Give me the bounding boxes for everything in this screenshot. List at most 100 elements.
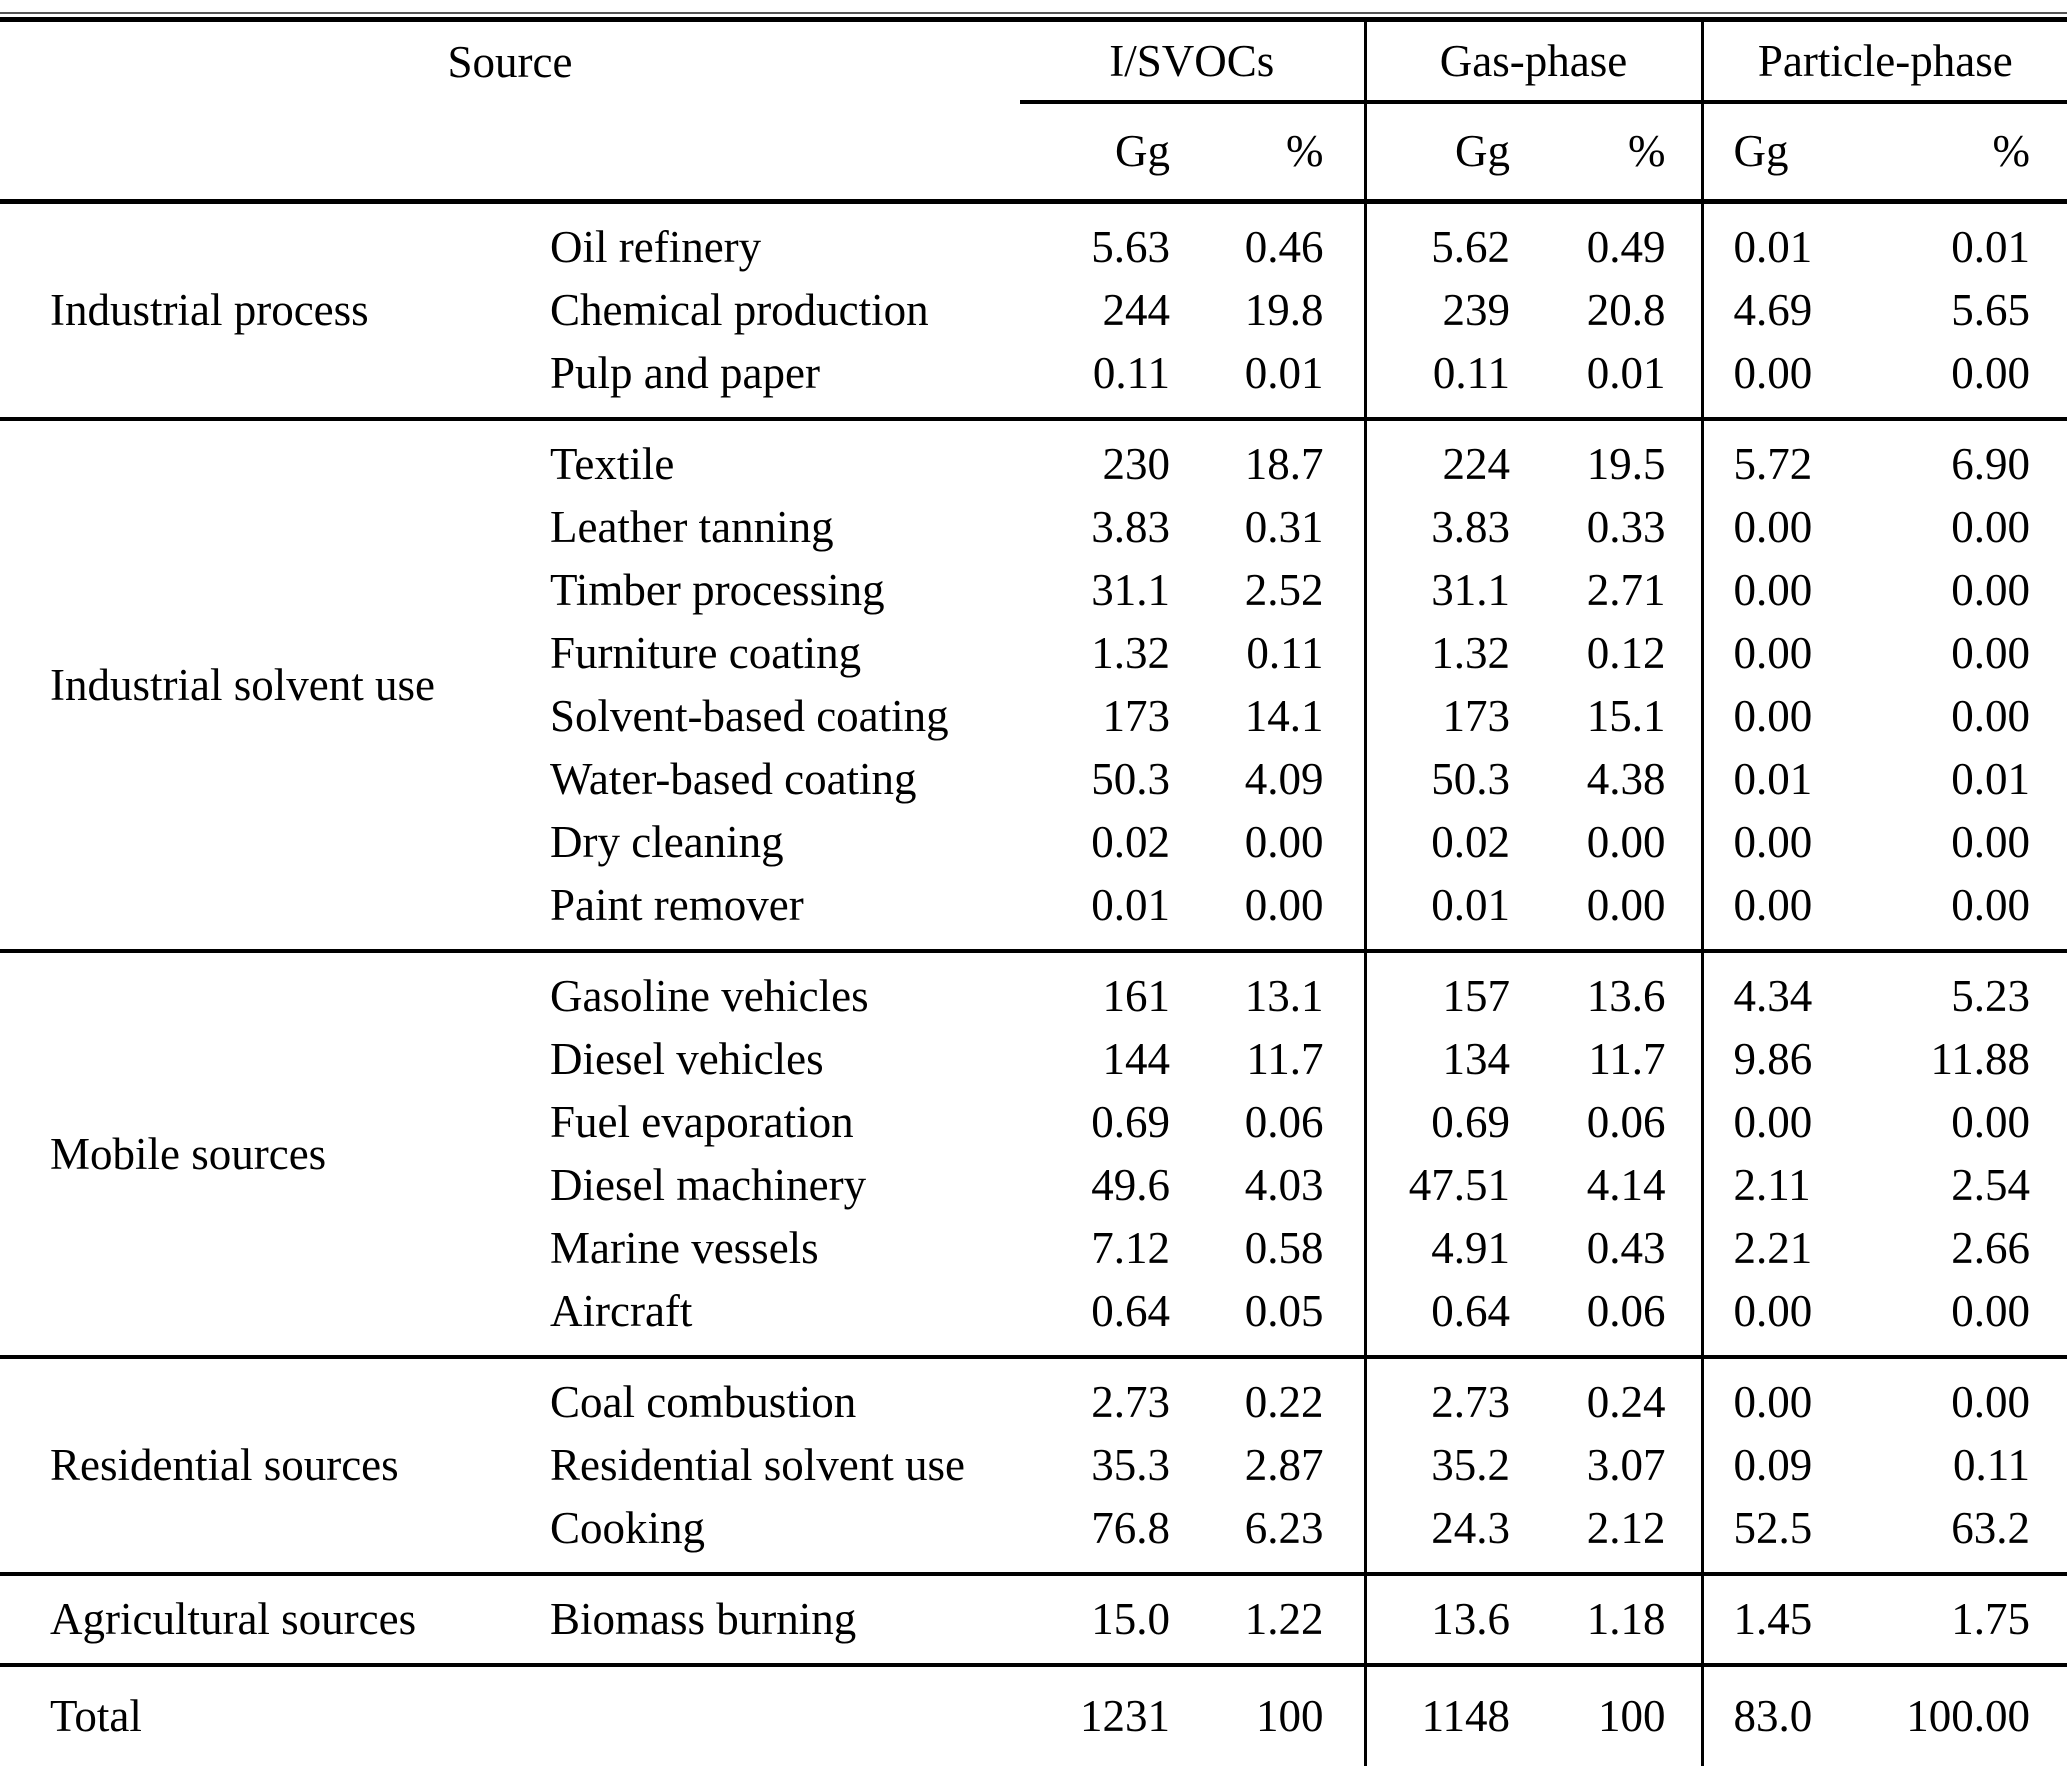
section-agricultural-sources: Agricultural sources Biomass burning 15.… <box>0 1574 2067 1665</box>
isvocs-pct-cell: 0.05 <box>1170 1280 1367 1357</box>
source-header: Source <box>447 37 573 87</box>
section-industrial-solvent-use: Industrial solvent use Textile 230 18.7 … <box>0 419 2067 951</box>
table-row: Paint remover 0.01 0.00 0.01 0.00 0.00 0… <box>0 874 2067 951</box>
particle-gg-cell: 4.69 <box>1733 285 1813 335</box>
particle-pct-cell: 0.00 <box>1951 348 2031 398</box>
particle-pct-header: % <box>1992 126 2031 176</box>
isvocs-pct-cell: 2.52 <box>1170 559 1367 622</box>
isvocs-gg-header: Gg <box>1115 126 1170 176</box>
isvocs-pct-cell: 0.01 <box>1170 342 1367 419</box>
isvocs-gg-cell: 3.83 <box>1091 502 1170 552</box>
gas-gg-cell: 24.3 <box>1431 1503 1511 1553</box>
table-row: Agricultural sources Biomass burning 15.… <box>0 1574 2067 1665</box>
isvocs-pct-cell: 14.1 <box>1170 685 1367 748</box>
group-header-isvocs: I/SVOCs <box>1020 22 1366 104</box>
table-row: Mobile sources Gasoline vehicles 161 13.… <box>0 951 2067 1179</box>
table-row: Residential sources Coal combustion 2.73… <box>0 1357 2067 1490</box>
gas-gg-cell: 2.73 <box>1431 1377 1511 1427</box>
source-cell: Residential solvent use <box>550 1440 965 1490</box>
isvocs-gg-cell: 0.64 <box>1091 1286 1170 1336</box>
source-cell: Textile <box>550 439 675 489</box>
particle-gg-cell: 0.01 <box>1733 222 1813 272</box>
isvocs-gg-cell: 0.11 <box>1092 348 1170 398</box>
gas-pct-total: 100 <box>1510 1665 1704 1766</box>
isvocs-gg-cell: 230 <box>1102 439 1171 489</box>
gas-pct-cell: 2.71 <box>1510 559 1704 622</box>
isvocs-pct-cell: 0.00 <box>1170 874 1367 951</box>
isvocs-pct-cell: 0.00 <box>1170 811 1367 874</box>
isvocs-gg-cell: 0.02 <box>1091 817 1170 867</box>
gas-gg-cell: 173 <box>1442 691 1511 741</box>
particle-gg-cell: 5.72 <box>1733 439 1813 489</box>
source-cell: Diesel machinery <box>550 1160 867 1210</box>
source-cell: Leather tanning <box>550 502 834 552</box>
table-row: Industrial process Oil refinery 5.63 0.4… <box>0 201 2067 335</box>
section-residential-sources: Residential sources Coal combustion 2.73… <box>0 1357 2067 1574</box>
particle-pct-total: 100.00 <box>1906 1691 2031 1741</box>
particle-pct-cell: 0.00 <box>1951 817 2031 867</box>
source-cell: Biomass burning <box>550 1594 857 1644</box>
isvocs-pct-cell: 19.8 <box>1170 279 1367 342</box>
particle-gg-cell: 4.34 <box>1733 971 1813 1021</box>
isvocs-pct-cell: 0.06 <box>1170 1091 1367 1154</box>
isvocs-pct-cell: 0.11 <box>1170 622 1367 685</box>
table-row: Leather tanning 3.83 0.31 3.83 0.33 0.00… <box>0 496 2067 559</box>
isvocs-pct-header: % <box>1170 102 1367 202</box>
table-row: Diesel vehicles 144 11.7 134 11.7 9.86 1… <box>0 1028 2067 1091</box>
source-cell: Solvent-based coating <box>550 691 949 741</box>
gas-pct-cell: 0.06 <box>1510 1280 1704 1357</box>
particle-gg-cell: 9.86 <box>1733 1034 1813 1084</box>
gas-pct-cell: 15.1 <box>1510 685 1704 748</box>
source-cell: Diesel vehicles <box>550 1034 824 1084</box>
isvocs-pct-cell: 0.58 <box>1170 1217 1367 1280</box>
isvocs-gg-cell: 0.01 <box>1091 880 1170 930</box>
source-cell: Aircraft <box>550 1286 693 1336</box>
isvocs-gg-cell: 244 <box>1102 285 1171 335</box>
group-header-gas-phase: Gas-phase <box>1363 22 1703 104</box>
particle-gg-cell: 0.00 <box>1733 1377 1813 1427</box>
gas-gg-cell: 239 <box>1442 285 1511 335</box>
table-row: Industrial solvent use Textile 230 18.7 … <box>0 419 2067 710</box>
isvocs-gg-cell: 7.12 <box>1091 1223 1170 1273</box>
particle-gg-cell: 0.09 <box>1733 1440 1813 1490</box>
isvocs-pct-cell: 4.03 <box>1170 1154 1367 1217</box>
gas-pct-cell: 3.07 <box>1510 1434 1704 1497</box>
gas-gg-header: Gg <box>1455 126 1511 176</box>
gas-pct-cell: 0.24 <box>1510 1357 1704 1434</box>
particle-pct-cell: 5.65 <box>1951 285 2031 335</box>
unit-header-row: Gg % Gg % Gg % <box>0 102 2067 202</box>
table-row: Chemical production 244 19.8 239 20.8 4.… <box>0 279 2067 342</box>
isvocs-gg-cell: 1.32 <box>1091 628 1170 678</box>
gas-gg-cell: 0.64 <box>1431 1286 1511 1336</box>
section-mobile-sources: Mobile sources Gasoline vehicles 161 13.… <box>0 951 2067 1357</box>
isvocs-gg-cell: 173 <box>1102 691 1171 741</box>
source-cell: Gasoline vehicles <box>550 971 869 1021</box>
particle-pct-cell: 0.00 <box>1951 628 2031 678</box>
particle-pct-cell: 0.00 <box>1951 880 2031 930</box>
table-row: Fuel evaporation 0.69 0.06 0.69 0.06 0.0… <box>0 1091 2067 1154</box>
particle-gg-cell: 52.5 <box>1733 1503 1813 1553</box>
particle-gg-cell: 0.00 <box>1733 691 1813 741</box>
particle-gg-cell: 0.00 <box>1733 880 1813 930</box>
gas-gg-cell: 13.6 <box>1431 1594 1511 1644</box>
gas-gg-cell: 1.32 <box>1431 628 1511 678</box>
particle-pct-cell: 6.90 <box>1951 439 2031 489</box>
source-cell: Cooking <box>550 1503 706 1553</box>
isvocs-gg-cell: 5.63 <box>1091 222 1170 272</box>
table-row: Marine vessels 7.12 0.58 4.91 0.43 2.21 … <box>0 1217 2067 1280</box>
source-cell: Timber processing <box>550 565 885 615</box>
particle-pct-cell: 0.00 <box>1951 1377 2031 1427</box>
isvocs-gg-total: 1231 <box>1080 1691 1170 1741</box>
particle-gg-cell: 0.01 <box>1733 754 1813 804</box>
particle-pct-cell: 1.75 <box>1951 1594 2031 1644</box>
category-cell: Mobile sources <box>50 1128 327 1179</box>
table-row: Timber processing 31.1 2.52 31.1 2.71 0.… <box>0 559 2067 622</box>
gas-pct-cell: 0.43 <box>1510 1217 1704 1280</box>
table-top-rule <box>0 12 2067 22</box>
source-cell: Fuel evaporation <box>550 1097 854 1147</box>
emissions-table: Source I/SVOCs Gas-phase Particle-phase … <box>0 22 2067 1766</box>
gas-pct-cell: 2.12 <box>1510 1497 1704 1574</box>
gas-gg-cell: 50.3 <box>1431 754 1511 804</box>
isvocs-gg-cell: 76.8 <box>1091 1503 1170 1553</box>
